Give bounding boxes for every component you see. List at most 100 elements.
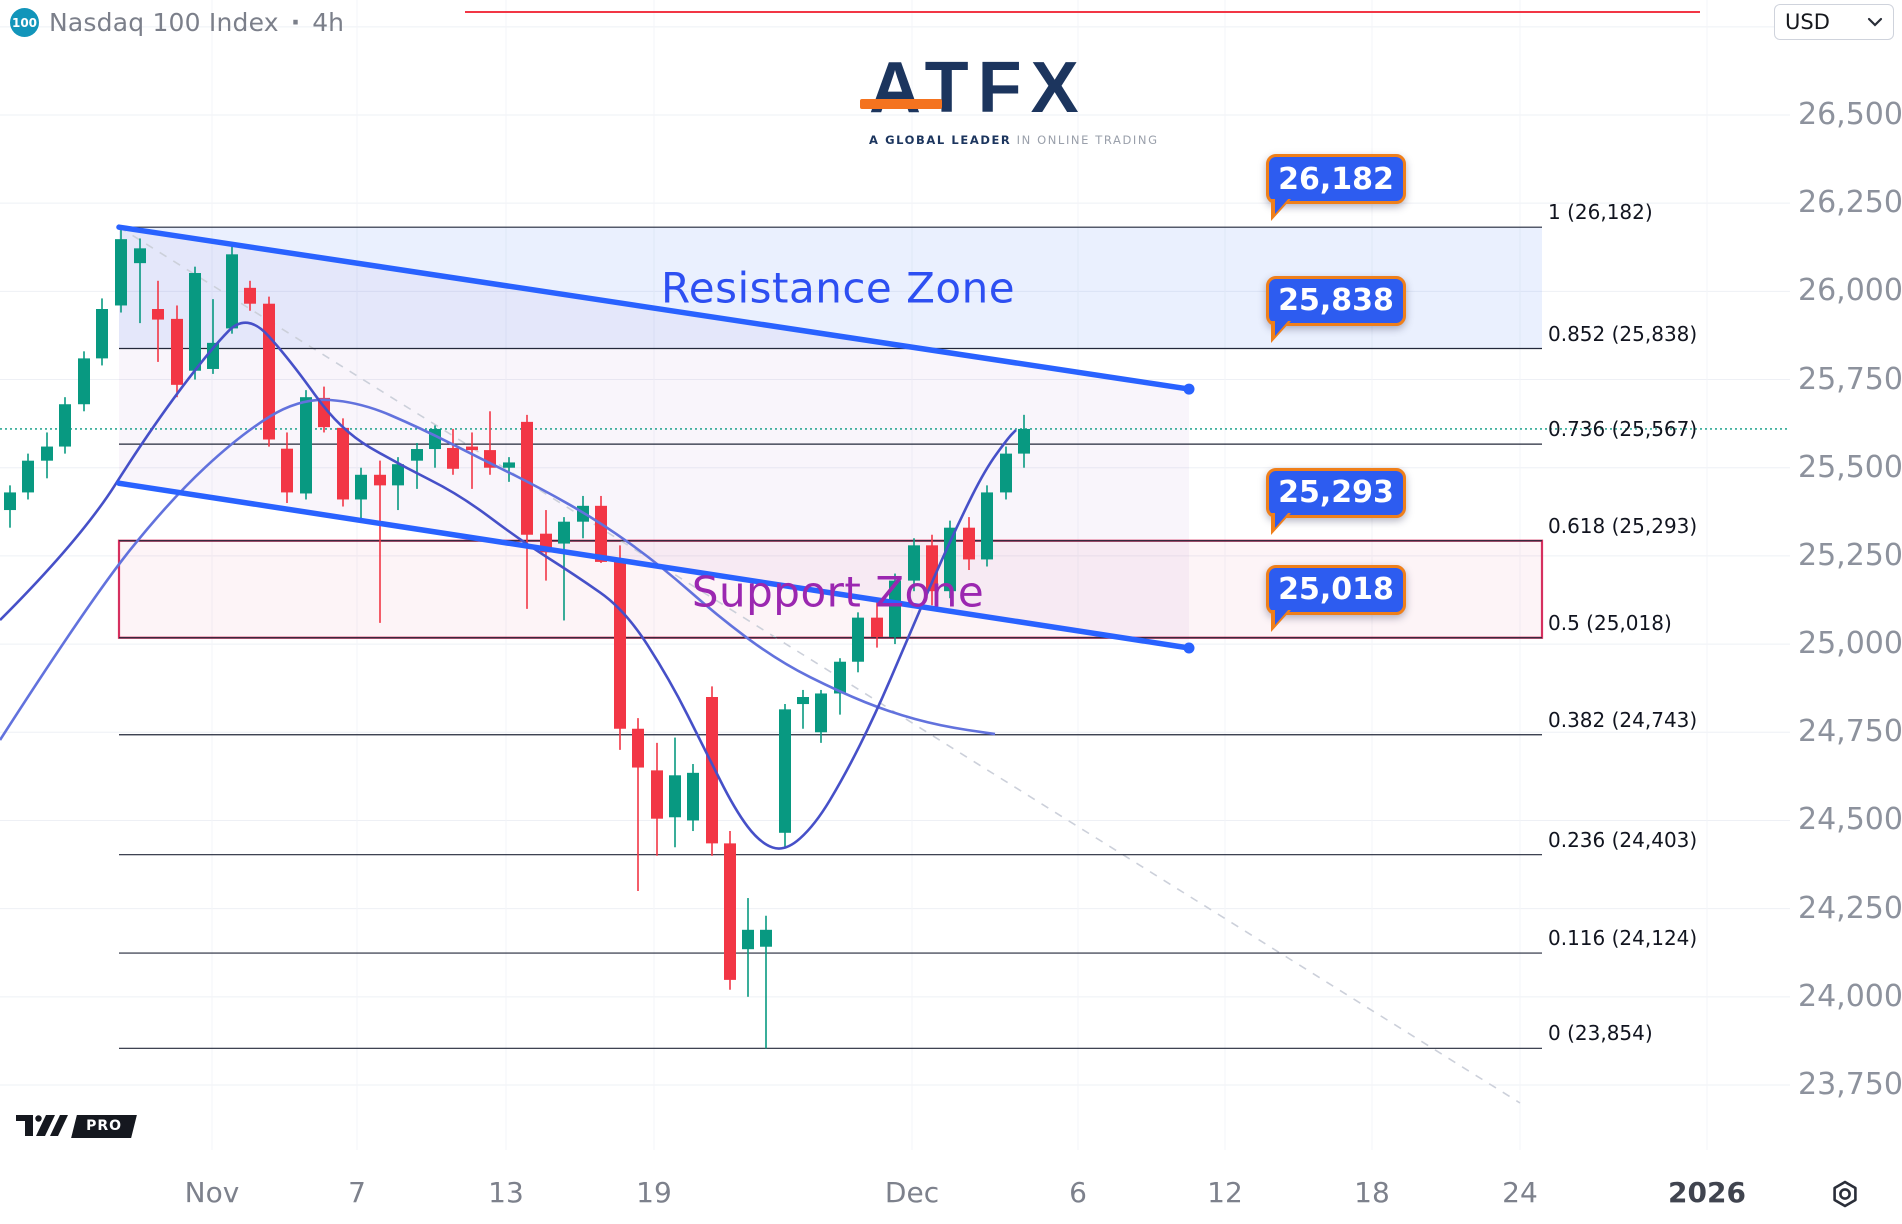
title-separator: · bbox=[290, 8, 301, 37]
candle bbox=[558, 521, 570, 544]
candle bbox=[281, 448, 293, 493]
candle bbox=[300, 397, 312, 494]
candle bbox=[760, 929, 772, 947]
candle bbox=[374, 474, 386, 486]
candle bbox=[392, 464, 404, 486]
price-axis-label[interactable]: 25,250 bbox=[1798, 537, 1902, 573]
date-axis-label[interactable]: Nov bbox=[184, 1176, 240, 1209]
candle bbox=[355, 474, 367, 500]
timeframe-label[interactable]: 4h bbox=[312, 8, 345, 37]
dashed-trendline[interactable] bbox=[118, 226, 1521, 1104]
date-axis-label[interactable]: 2026 bbox=[1668, 1176, 1746, 1209]
candle bbox=[447, 447, 459, 469]
price-callout[interactable]: 25,838 bbox=[1266, 275, 1406, 343]
currency-selector[interactable]: USD bbox=[1774, 4, 1894, 40]
support-zone-label[interactable]: Support Zone bbox=[691, 567, 985, 617]
price-axis-label[interactable]: 24,250 bbox=[1798, 890, 1902, 926]
candle bbox=[944, 527, 956, 592]
fib-retracement-lines[interactable] bbox=[119, 226, 1542, 1049]
fib-level-label: 0.736 (25,567) bbox=[1548, 417, 1698, 442]
channel-trendlines[interactable] bbox=[116, 224, 1195, 654]
trend-channel[interactable] bbox=[119, 227, 1189, 648]
fib-level-label: 1 (26,182) bbox=[1548, 200, 1653, 225]
price-callout[interactable]: 26,182 bbox=[1266, 154, 1406, 222]
candle bbox=[963, 527, 975, 560]
candle bbox=[706, 696, 718, 844]
candle bbox=[595, 505, 607, 562]
callout-tail-inner bbox=[1275, 319, 1289, 336]
candle bbox=[189, 273, 201, 371]
candle bbox=[337, 427, 349, 500]
price-axis-label[interactable]: 26,500 bbox=[1798, 97, 1902, 132]
candle bbox=[41, 446, 53, 461]
candle bbox=[1018, 428, 1030, 454]
candle bbox=[632, 728, 644, 768]
currency-value: USD bbox=[1785, 10, 1830, 34]
fib-level-label: 0.116 (24,124) bbox=[1548, 926, 1698, 951]
candle bbox=[815, 693, 827, 733]
date-axis-label[interactable]: 13 bbox=[488, 1176, 524, 1209]
candle bbox=[926, 545, 938, 592]
candle bbox=[614, 561, 626, 729]
candle bbox=[411, 449, 423, 461]
date-axis-label[interactable]: 6 bbox=[1069, 1176, 1087, 1209]
pro-badge: PRO bbox=[71, 1114, 137, 1138]
atfx-orange-bar bbox=[860, 99, 942, 109]
candle bbox=[908, 545, 920, 581]
candle bbox=[852, 617, 864, 662]
candle bbox=[59, 404, 71, 447]
price-axis-label[interactable]: 26,000 bbox=[1798, 273, 1902, 309]
price-axis-label[interactable]: 24,500 bbox=[1798, 802, 1902, 838]
date-axis-label[interactable]: Dec bbox=[884, 1176, 940, 1209]
price-axis-label[interactable]: 25,500 bbox=[1798, 449, 1902, 485]
candle bbox=[981, 492, 993, 560]
ma-slow-line bbox=[0, 398, 996, 741]
date-axis-label[interactable]: 24 bbox=[1502, 1176, 1538, 1209]
candle bbox=[115, 239, 127, 306]
callout-tail-inner bbox=[1275, 511, 1289, 528]
fib-level-label: 0.618 (25,293) bbox=[1548, 513, 1698, 538]
candle bbox=[687, 772, 699, 821]
tradingview-logo[interactable]: PRO bbox=[16, 1114, 137, 1138]
nasdaq100-symbol-icon[interactable]: 100 bbox=[10, 8, 39, 37]
candle bbox=[4, 492, 16, 511]
candle bbox=[1000, 453, 1012, 493]
candle bbox=[797, 696, 809, 705]
price-axis-label[interactable]: 23,750 bbox=[1798, 1066, 1902, 1102]
atfx-brand-text: ATFX bbox=[860, 52, 1129, 124]
fib-level-label: 0.236 (24,403) bbox=[1548, 827, 1698, 852]
gear-icon[interactable] bbox=[1830, 1179, 1860, 1213]
date-axis-label[interactable]: 7 bbox=[348, 1176, 366, 1209]
candle bbox=[503, 462, 515, 468]
price-axis-label[interactable]: 26,250 bbox=[1798, 185, 1902, 221]
date-axis-label[interactable]: 19 bbox=[636, 1176, 672, 1209]
date-axis-label[interactable]: 12 bbox=[1207, 1176, 1243, 1209]
candle bbox=[651, 770, 663, 819]
candle bbox=[22, 460, 34, 493]
atfx-tagline: A GLOBAL LEADER IN ONLINE TRADING bbox=[869, 133, 1159, 147]
tradingview-mark-icon bbox=[16, 1115, 68, 1136]
fib-level-label: 0.852 (25,838) bbox=[1548, 321, 1698, 346]
callout-tail-inner bbox=[1275, 198, 1289, 215]
candle bbox=[834, 661, 846, 694]
price-axis-label[interactable]: 25,750 bbox=[1798, 361, 1902, 397]
price-callout[interactable]: 25,293 bbox=[1266, 467, 1406, 535]
candle bbox=[226, 254, 238, 329]
price-axis-label[interactable]: 24,750 bbox=[1798, 714, 1902, 750]
symbol-title[interactable]: Nasdaq 100 Index bbox=[49, 8, 279, 37]
price-axis-label[interactable]: 24,000 bbox=[1798, 978, 1902, 1014]
callout-tail-inner bbox=[1275, 608, 1289, 625]
candle bbox=[152, 308, 164, 320]
price-callout[interactable]: 25,018 bbox=[1266, 564, 1406, 632]
candle bbox=[244, 287, 256, 304]
candle bbox=[521, 421, 533, 535]
candle bbox=[742, 929, 754, 950]
resistance-zone-label[interactable]: Resistance Zone bbox=[660, 263, 1016, 313]
candle bbox=[78, 358, 90, 405]
atfx-watermark: ATFX A GLOBAL LEADER IN ONLINE TRADING bbox=[860, 52, 1159, 147]
fib-level-label: 0 (23,854) bbox=[1548, 1021, 1653, 1046]
fib-level-label: 0.382 (24,743) bbox=[1548, 707, 1698, 732]
date-axis-label[interactable]: 18 bbox=[1354, 1176, 1390, 1209]
price-axis-label[interactable]: 25,000 bbox=[1798, 626, 1902, 662]
